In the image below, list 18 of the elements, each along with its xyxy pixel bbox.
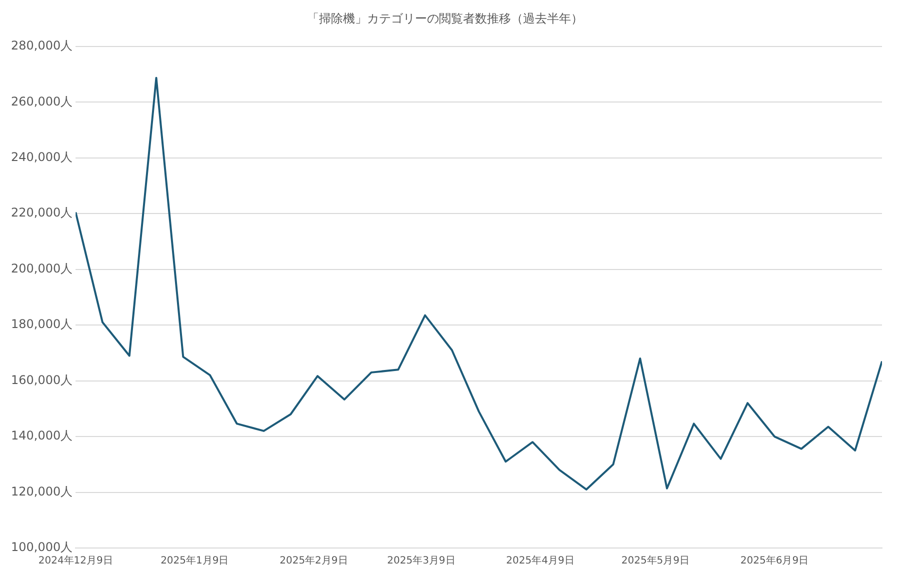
x-tick-label: 2025年5月9日 (621, 554, 690, 567)
y-tick-label: 100,000人 (11, 540, 73, 554)
x-tick-label: 2025年4月9日 (506, 554, 574, 567)
y-tick-label: 260,000人 (11, 94, 73, 108)
x-tick-label: 2025年3月9日 (387, 554, 456, 567)
y-tick-label: 220,000人 (11, 206, 73, 220)
x-tick-label: 2024年12月9日 (38, 554, 113, 567)
y-tick-label: 120,000人 (11, 484, 73, 498)
y-tick-label: 200,000人 (11, 261, 73, 276)
x-tick-label: 2025年6月9日 (740, 554, 809, 567)
y-tick-label: 140,000人 (11, 428, 73, 443)
x-tick-label: 2025年2月9日 (280, 554, 348, 567)
y-tick-label: 280,000人 (11, 38, 73, 53)
x-tick-label: 2025年1月9日 (160, 554, 229, 567)
y-tick-label: 160,000人 (11, 372, 73, 387)
y-tick-label: 180,000人 (11, 317, 73, 332)
y-tick-label: 240,000人 (11, 150, 73, 164)
chart-title: 「掃除機」カテゴリーの閲覧者数推移（過去半年） (307, 11, 583, 26)
